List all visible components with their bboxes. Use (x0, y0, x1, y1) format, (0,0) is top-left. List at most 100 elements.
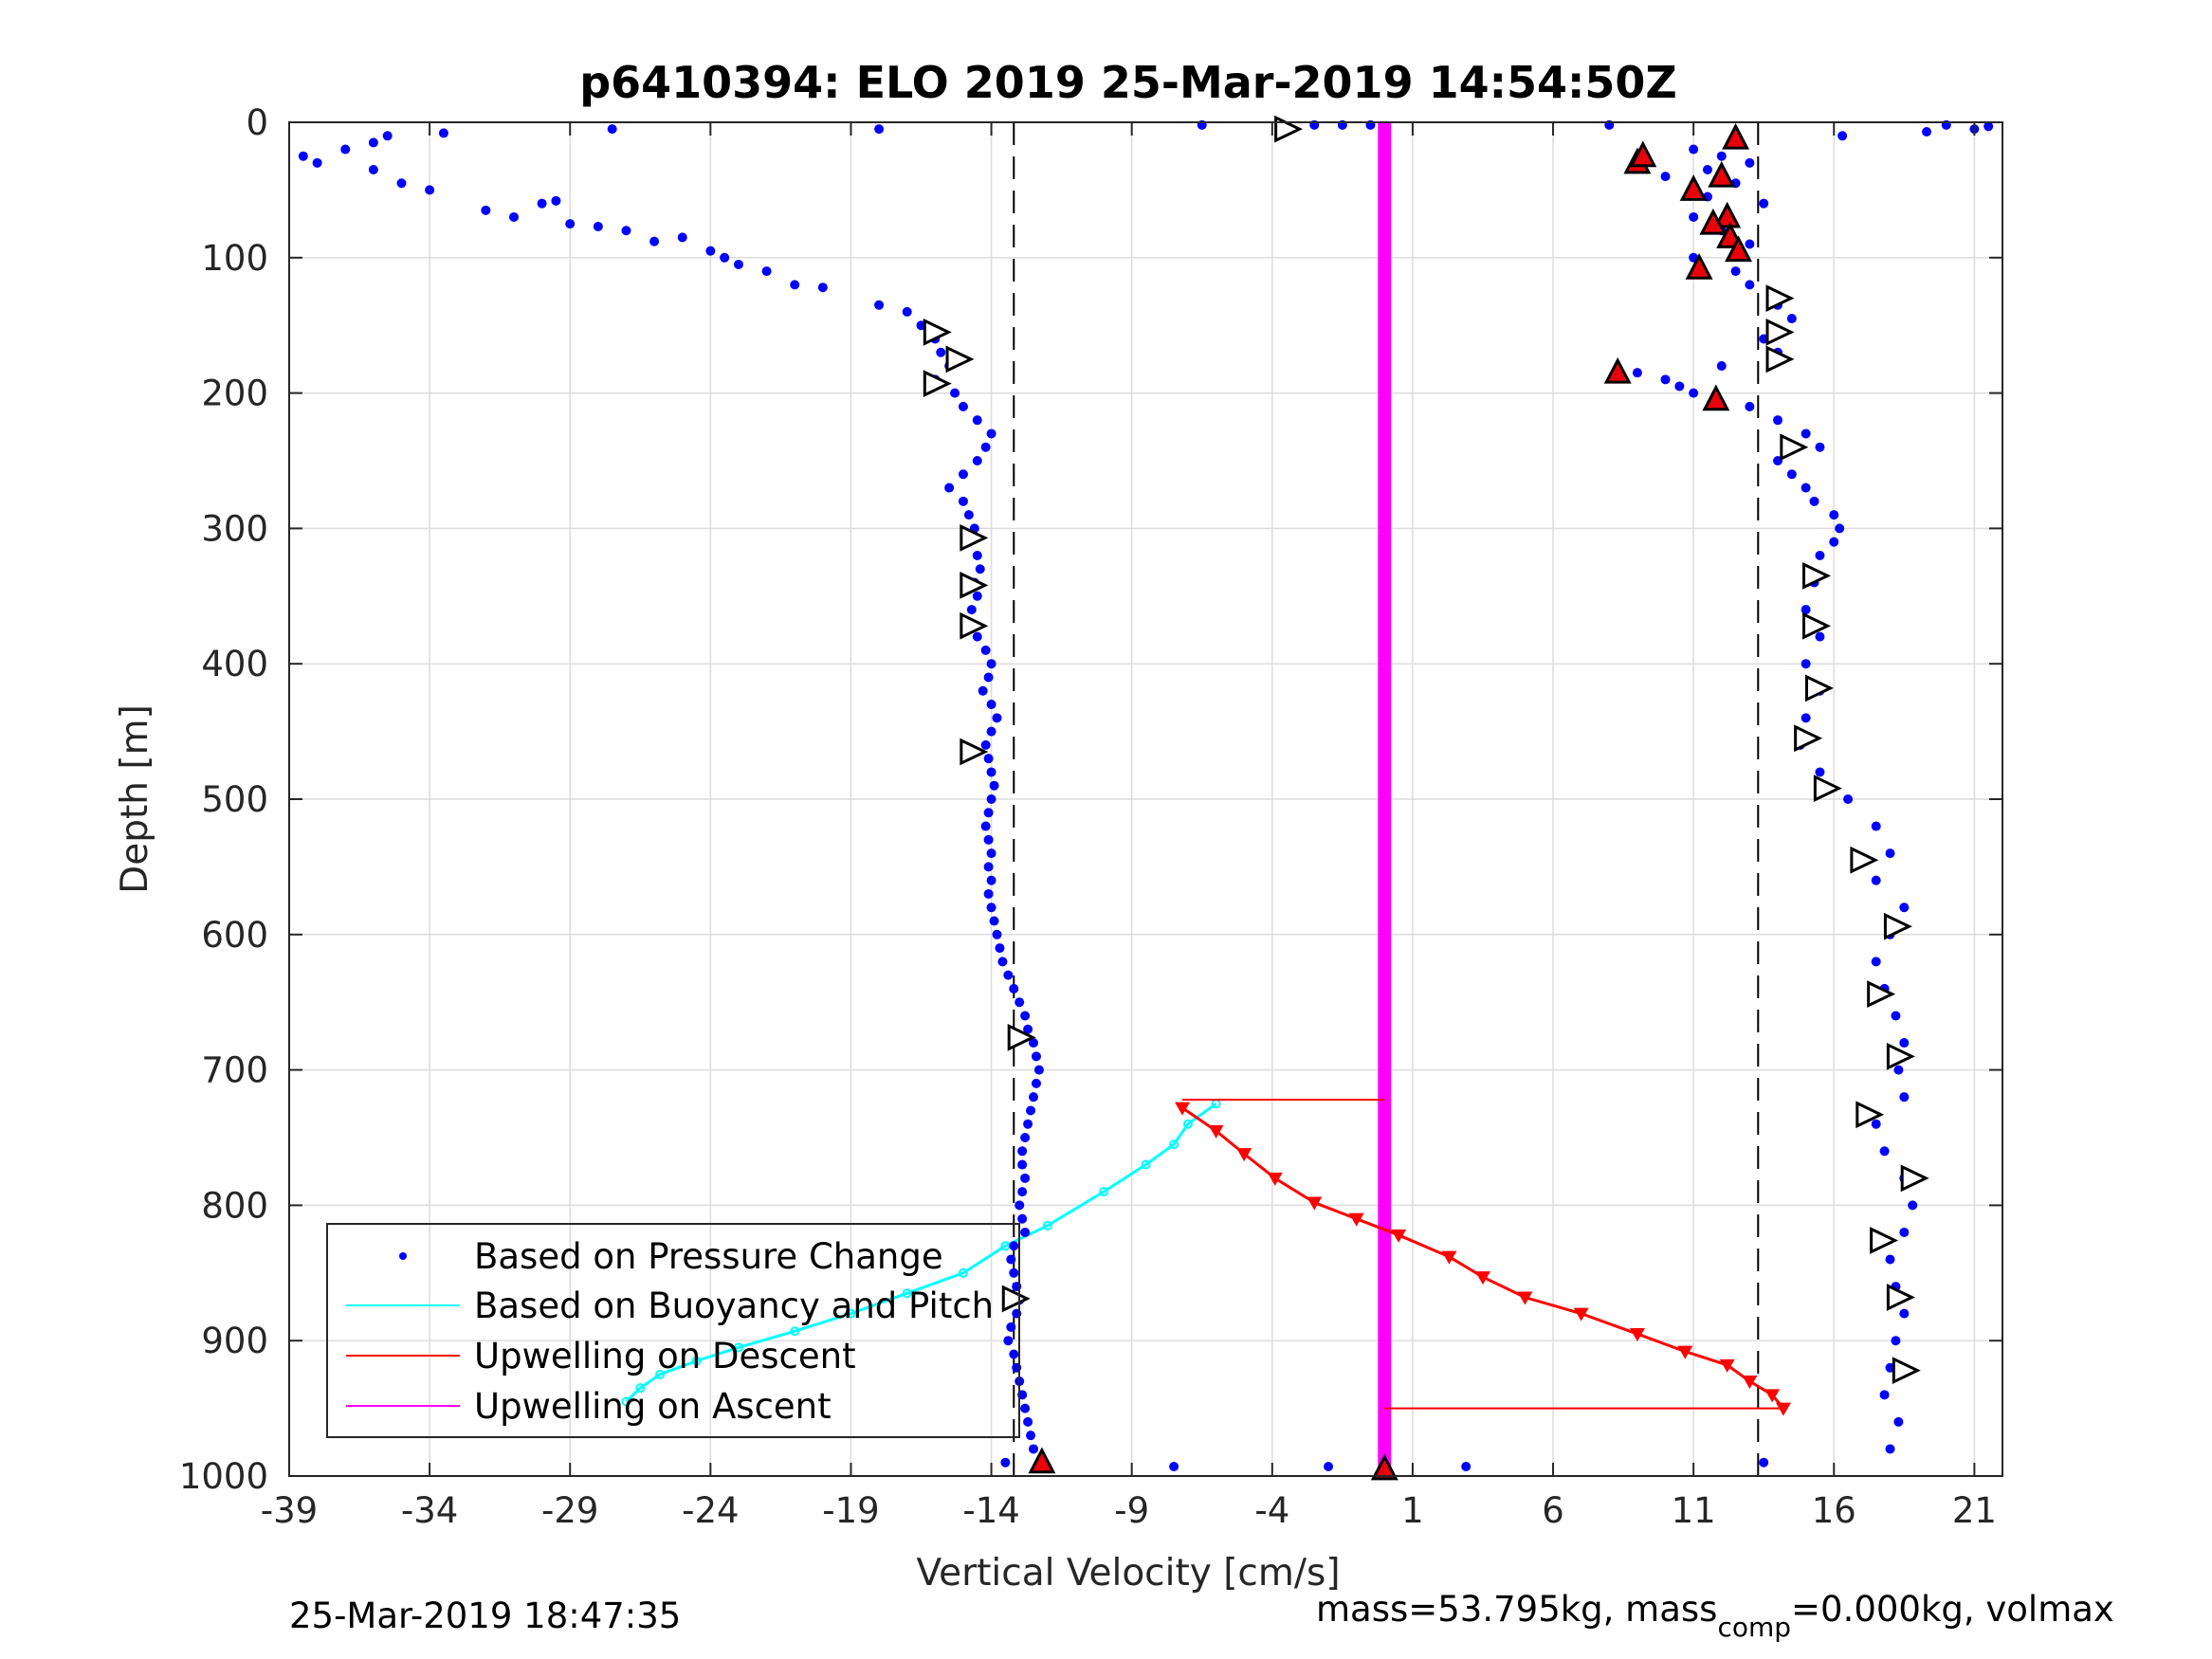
pressure-point (1899, 902, 1910, 913)
white-triangle-marker (1802, 611, 1831, 640)
pressure-point (1759, 198, 1769, 209)
pressure-point (1745, 239, 1755, 249)
y-tick-label: 700 (201, 1050, 268, 1091)
descent-marker (1742, 1376, 1758, 1390)
pressure-point (382, 131, 393, 141)
pressure-point (1899, 1227, 1910, 1237)
pressure-point (978, 685, 988, 696)
buoyancy-point (1099, 1187, 1109, 1197)
pressure-point (677, 232, 687, 243)
pressure-point (1891, 1011, 1901, 1021)
x-tick-label: -4 (1254, 1490, 1289, 1531)
pressure-point (958, 401, 968, 411)
white-triangle-marker (1850, 846, 1879, 874)
pressure-point (1745, 157, 1755, 168)
pressure-point (1015, 1200, 1025, 1211)
white-triangle-marker (1802, 561, 1831, 590)
pressure-point (972, 415, 982, 426)
pressure-point (1885, 1254, 1895, 1265)
pressure-point (1029, 1038, 1039, 1048)
pressure-point (950, 388, 960, 398)
pressure-point (983, 888, 994, 899)
pressure-point (1033, 1065, 1044, 1075)
pressure-point (992, 713, 1002, 723)
pressure-point (1871, 875, 1881, 885)
pressure-point (1020, 1173, 1031, 1183)
pressure-point (340, 144, 351, 155)
pressure-point (986, 902, 996, 913)
pressure-point (1871, 1119, 1881, 1129)
pressure-point (621, 226, 631, 236)
pressure-point (986, 700, 996, 710)
pressure-point (1716, 361, 1727, 372)
pressure-point (1893, 1065, 1904, 1075)
footer-mass-sub: comp (1717, 1612, 1791, 1643)
pressure-point (1006, 1254, 1016, 1265)
white-triangle-marker (1780, 433, 1809, 462)
pressure-point (1893, 1416, 1904, 1427)
descent-marker (1719, 1358, 1735, 1373)
pressure-point (1169, 1462, 1179, 1472)
white-triangle-marker (1870, 1227, 1899, 1254)
descent-marker (1348, 1212, 1364, 1227)
pressure-point (986, 659, 996, 669)
pressure-point (983, 862, 994, 872)
pressure-point (997, 957, 1008, 967)
white-triangle-marker (945, 345, 975, 374)
pressure-point (649, 236, 660, 246)
descent-marker (1391, 1229, 1407, 1243)
pressure-point (1879, 1146, 1890, 1157)
pressure-point (396, 178, 407, 189)
pressure-point (1730, 266, 1741, 277)
pressure-point (481, 205, 491, 215)
y-tick-label: 100 (201, 238, 268, 279)
pressure-point (1885, 1444, 1895, 1454)
pressure-point (1871, 821, 1881, 831)
legend-label-buoyancy: Based on Buoyancy and Pitch (474, 1285, 994, 1326)
pressure-point (425, 185, 435, 195)
buoyancy-point (902, 1288, 912, 1299)
pressure-point (1031, 1078, 1041, 1088)
pressure-point (986, 875, 996, 885)
pressure-point (312, 157, 322, 168)
white-triangle-marker (1892, 1357, 1921, 1384)
x-tick-label: 16 (1812, 1490, 1856, 1531)
chart-title: p6410394: ELO 2019 25-Mar-2019 14:54:50Z (579, 57, 1677, 108)
y-axis-label: Depth [m] (114, 704, 156, 894)
pressure-point (551, 195, 561, 206)
pressure-point (1632, 368, 1642, 378)
pressure-point (986, 848, 996, 859)
red-triangle-marker (1725, 235, 1753, 263)
pressure-point (1023, 1416, 1033, 1427)
pressure-point (1922, 126, 1932, 137)
pressure-point (1009, 1267, 1019, 1278)
pressure-point (1020, 1133, 1031, 1142)
white-triangle-marker (1001, 1285, 1031, 1313)
white-triangle-marker (1765, 284, 1795, 313)
pressure-point (1879, 1390, 1890, 1400)
x-tick-label: 21 (1952, 1490, 1997, 1531)
red-triangle-marker (1713, 201, 1742, 228)
x-tick-label: -9 (1114, 1490, 1149, 1531)
white-triangle-marker (1867, 980, 1896, 1009)
pressure-point (1689, 144, 1699, 155)
pressure-point (1000, 1457, 1011, 1468)
pressure-point (1026, 1105, 1036, 1116)
descent-marker (1775, 1402, 1791, 1416)
pressure-point (1031, 1051, 1041, 1062)
descent-marker (1267, 1172, 1283, 1186)
pressure-point (989, 780, 999, 791)
buoyancy-point (958, 1267, 968, 1278)
buoyancy-point (1141, 1159, 1151, 1170)
red-triangle-marker (1629, 140, 1657, 168)
white-triangle-marker (1765, 318, 1795, 346)
x-tick-label: 1 (1401, 1490, 1424, 1531)
buoyancy-point (635, 1383, 646, 1394)
y-tick-label: 400 (201, 644, 268, 684)
pressure-point (1015, 997, 1025, 1008)
pressure-point (1017, 1213, 1028, 1224)
pressure-point (607, 124, 617, 135)
pressure-point (1009, 1349, 1019, 1359)
pressure-point (1660, 172, 1671, 182)
pressure-point (966, 605, 977, 615)
